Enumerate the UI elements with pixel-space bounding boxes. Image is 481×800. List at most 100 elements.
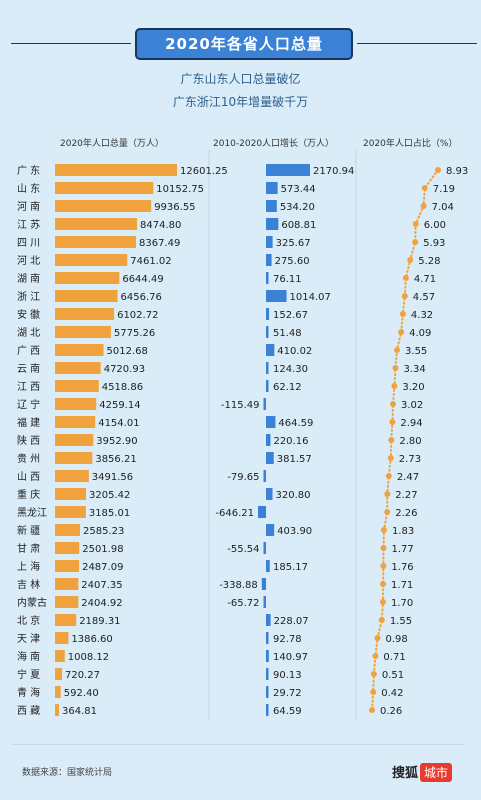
share-point <box>372 653 379 659</box>
population-bar <box>55 272 120 284</box>
population-value-label: 12601.25 <box>180 166 228 177</box>
footer-divider <box>12 744 464 745</box>
growth-value-label: 185.17 <box>273 562 308 573</box>
province-label: 湖 北 <box>17 327 40 339</box>
share-value-label: 5.28 <box>418 256 440 267</box>
population-bar <box>55 596 79 608</box>
growth-value-label: 92.78 <box>273 634 302 645</box>
share-point <box>384 491 391 497</box>
growth-value-label: 1014.07 <box>290 292 331 303</box>
share-value-label: 3.55 <box>405 346 427 357</box>
growth-bar <box>266 164 310 176</box>
population-bar <box>55 308 115 320</box>
growth-column-header: 2010-2020人口增长（万人） <box>213 139 335 149</box>
growth-bar <box>266 308 270 320</box>
population-bar <box>55 668 62 680</box>
growth-value-label: 76.11 <box>273 274 302 285</box>
share-point <box>399 311 406 317</box>
share-value-label: 1.76 <box>391 562 413 573</box>
province-label: 江 西 <box>17 381 40 393</box>
growth-value-label: -79.65 <box>227 472 259 483</box>
population-bar <box>55 434 94 446</box>
share-point <box>380 527 387 533</box>
share-point <box>384 509 391 515</box>
province-label: 河 南 <box>17 200 40 213</box>
province-label: 四 川 <box>17 238 40 249</box>
share-value-label: 2.47 <box>397 472 419 483</box>
growth-value-label: 320.80 <box>276 490 311 501</box>
growth-bar <box>266 524 275 536</box>
growth-value-label: 410.02 <box>277 346 312 357</box>
population-bar <box>55 416 96 428</box>
share-value-label: 0.51 <box>382 670 404 681</box>
province-label: 吉 林 <box>17 578 40 591</box>
share-point <box>387 455 394 461</box>
share-point <box>380 545 387 551</box>
growth-value-label: 51.48 <box>273 328 302 339</box>
population-value-label: 3205.42 <box>89 490 130 501</box>
growth-bar <box>258 506 266 518</box>
growth-value-label: 2170.94 <box>313 166 354 177</box>
province-label: 广 西 <box>17 345 40 357</box>
province-label: 北 京 <box>17 614 40 627</box>
province-label: 重 庆 <box>17 488 40 501</box>
share-value-label: 3.02 <box>401 400 423 411</box>
growth-bar <box>266 614 271 626</box>
population-value-label: 7461.02 <box>130 256 171 267</box>
share-point <box>398 329 405 335</box>
population-value-label: 3185.01 <box>89 508 130 519</box>
population-bar <box>55 704 59 716</box>
share-point <box>380 581 387 587</box>
population-value-label: 1008.12 <box>68 652 109 663</box>
growth-bar <box>266 344 275 356</box>
population-value-label: 592.40 <box>64 688 99 699</box>
share-point <box>379 599 386 605</box>
population-value-label: 3856.21 <box>95 454 136 465</box>
population-bar <box>55 686 61 698</box>
share-point <box>380 563 387 569</box>
share-value-label: 0.71 <box>383 652 405 663</box>
population-value-label: 4259.14 <box>99 400 140 411</box>
share-value-label: 2.26 <box>395 508 417 519</box>
share-value-label: 1.83 <box>392 526 414 537</box>
share-point <box>402 275 409 281</box>
growth-value-label: 228.07 <box>274 616 309 627</box>
province-label: 广 东 <box>17 164 40 177</box>
share-value-label: 4.57 <box>413 292 435 303</box>
population-value-label: 3952.90 <box>96 436 137 447</box>
population-value-label: 5012.68 <box>107 346 148 357</box>
province-label: 福 建 <box>17 416 40 429</box>
growth-bar <box>263 398 266 410</box>
growth-value-label: 29.72 <box>273 688 302 699</box>
population-bar <box>55 488 87 500</box>
data-source: 数据来源：国家统计局 <box>22 768 113 778</box>
share-value-label: 0.98 <box>385 634 407 645</box>
share-point <box>435 167 441 173</box>
population-bar <box>55 200 152 212</box>
province-label: 海 南 <box>17 650 40 663</box>
growth-value-label: 64.59 <box>273 706 302 717</box>
growth-value-label: -65.72 <box>227 598 259 609</box>
growth-value-label: 325.67 <box>276 238 311 249</box>
share-value-label: 1.70 <box>391 598 413 609</box>
share-point <box>420 203 427 209</box>
growth-bar <box>266 632 269 644</box>
population-value-label: 8474.80 <box>140 220 181 231</box>
province-label: 西 藏 <box>17 705 40 717</box>
population-bar <box>55 578 79 590</box>
population-value-label: 2404.92 <box>81 598 122 609</box>
growth-bar <box>266 254 272 266</box>
share-point <box>412 221 419 227</box>
growth-value-label: 152.67 <box>273 310 308 321</box>
population-bar <box>55 560 80 572</box>
growth-bar <box>266 290 287 302</box>
subtitle-1: 广东山东人口总量破亿 <box>180 72 301 86</box>
page-title: 2020年各省人口总量 <box>11 28 477 60</box>
province-label: 黑龙江 <box>17 506 47 519</box>
population-value-label: 2501.98 <box>82 544 123 555</box>
growth-bar <box>266 686 269 698</box>
province-label: 天 津 <box>17 633 40 645</box>
population-value-label: 1386.60 <box>71 634 112 645</box>
population-value-label: 6456.76 <box>121 292 162 303</box>
share-point <box>392 365 399 371</box>
